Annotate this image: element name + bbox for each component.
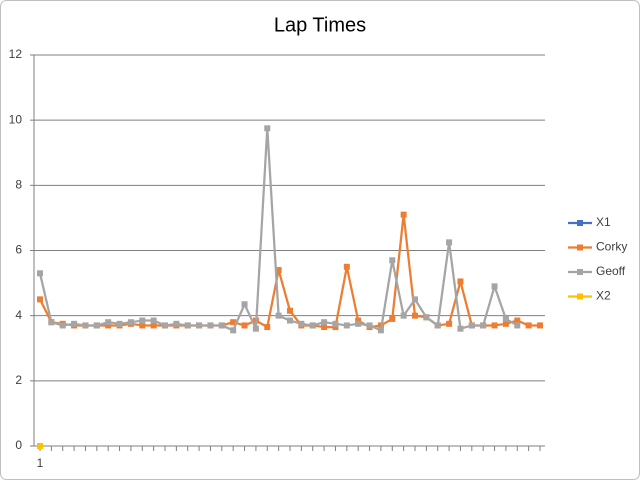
series-marker — [446, 320, 453, 327]
chart-title: Lap Times — [274, 14, 366, 36]
legend-label: Geoff — [596, 264, 626, 278]
series-marker — [377, 327, 384, 334]
y-tick-label: 2 — [15, 373, 22, 387]
legend-marker — [577, 244, 583, 251]
x-tick-label: 1 — [37, 456, 44, 470]
series-marker — [355, 317, 362, 324]
series-marker — [321, 319, 328, 326]
series-marker — [264, 324, 271, 331]
series-marker — [457, 278, 464, 285]
series-marker — [423, 314, 430, 321]
series-marker — [162, 322, 168, 329]
y-tick-label: 8 — [15, 178, 22, 192]
series-marker — [355, 320, 362, 327]
series-marker — [37, 296, 43, 303]
series-marker — [468, 322, 475, 329]
series-marker — [105, 322, 112, 329]
series-marker — [332, 324, 339, 331]
series-marker — [127, 319, 134, 326]
series-marker — [82, 322, 89, 329]
series-marker — [275, 267, 282, 274]
series-marker — [502, 320, 509, 327]
series-marker — [252, 325, 259, 332]
series-marker — [502, 315, 509, 322]
series-marker — [525, 322, 532, 329]
y-tick-label: 10 — [9, 112, 23, 126]
series-marker — [491, 283, 498, 290]
series-marker — [491, 322, 498, 329]
series-marker — [389, 257, 396, 264]
series-marker — [37, 270, 43, 277]
series-marker — [59, 322, 66, 329]
series-marker — [116, 320, 123, 327]
series-marker — [230, 319, 237, 326]
series-marker — [184, 322, 191, 329]
series-marker — [173, 320, 180, 327]
series-marker — [412, 296, 418, 303]
series-marker — [196, 322, 203, 329]
series-marker — [287, 307, 293, 314]
series-marker — [480, 322, 487, 329]
series-marker — [457, 325, 464, 332]
y-tick-label: 4 — [15, 308, 22, 322]
series-marker — [321, 324, 328, 331]
y-tick-label: 0 — [15, 438, 22, 452]
series-marker — [332, 320, 339, 327]
series-marker — [309, 322, 316, 329]
series-marker — [298, 320, 305, 327]
series-marker — [412, 312, 418, 319]
series-marker — [400, 312, 407, 319]
series-marker — [514, 322, 521, 329]
legend-label: X1 — [596, 215, 611, 229]
series-marker — [150, 317, 157, 324]
series-marker — [400, 211, 407, 218]
series-marker — [37, 443, 43, 449]
series-marker — [71, 320, 78, 327]
series-marker — [93, 322, 100, 329]
series-marker — [343, 322, 350, 329]
series-marker — [139, 317, 146, 324]
series-marker — [366, 322, 373, 329]
series-marker — [287, 317, 293, 324]
y-tick-label: 6 — [15, 243, 22, 257]
series-marker — [105, 319, 112, 326]
series-marker — [241, 301, 248, 308]
series-marker — [434, 322, 441, 329]
legend-label: X2 — [596, 289, 611, 303]
series-marker — [150, 322, 157, 329]
series-marker — [241, 322, 248, 329]
series-marker — [139, 322, 146, 329]
series-marker — [343, 263, 350, 270]
series-marker — [218, 322, 225, 329]
series-marker — [275, 312, 282, 319]
legend-label: Corky — [596, 240, 627, 254]
legend-marker — [577, 269, 583, 275]
series-marker — [207, 322, 214, 329]
legend-marker — [577, 220, 583, 226]
series-marker — [48, 319, 55, 326]
series-marker — [514, 317, 521, 324]
series-marker — [264, 125, 271, 132]
series-marker — [446, 239, 453, 246]
series-marker — [230, 327, 237, 334]
legend-marker — [577, 293, 583, 300]
series-marker — [389, 315, 396, 322]
series-marker — [537, 322, 543, 329]
y-tick-label: 12 — [9, 47, 23, 61]
